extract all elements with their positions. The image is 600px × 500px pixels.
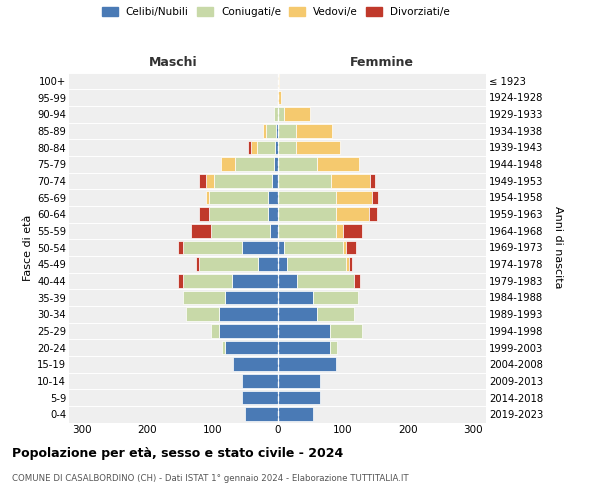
Bar [245, 408, 277, 421]
Bar [242, 240, 277, 254]
Bar [277, 224, 336, 237]
Bar [251, 140, 257, 154]
Text: COMUNE DI CASALBORDINO (CH) - Dati ISTAT 1° gennaio 2024 - Elaborazione TUTTITAL: COMUNE DI CASALBORDINO (CH) - Dati ISTAT… [12, 474, 409, 483]
Bar [317, 308, 355, 321]
Bar [277, 158, 317, 171]
Bar [277, 274, 297, 287]
Bar [277, 174, 331, 188]
Bar [266, 124, 276, 138]
Bar [226, 340, 277, 354]
Bar [199, 258, 258, 271]
Bar [372, 190, 379, 204]
Bar [178, 240, 183, 254]
Bar [277, 240, 284, 254]
Bar [369, 208, 377, 221]
Bar [268, 190, 277, 204]
Bar [274, 158, 277, 171]
Bar [277, 358, 336, 371]
Bar [370, 174, 375, 188]
Bar [276, 124, 277, 138]
Bar [209, 208, 268, 221]
Bar [258, 258, 277, 271]
Bar [349, 258, 352, 271]
Bar [329, 340, 337, 354]
Bar [277, 190, 336, 204]
Bar [346, 258, 349, 271]
Bar [219, 324, 277, 338]
Bar [287, 258, 346, 271]
Bar [211, 324, 219, 338]
Bar [196, 258, 199, 271]
Bar [248, 140, 251, 154]
Bar [277, 124, 296, 138]
Bar [343, 224, 362, 237]
Bar [211, 224, 269, 237]
Y-axis label: Anni di nascita: Anni di nascita [553, 206, 563, 288]
Bar [275, 140, 277, 154]
Bar [343, 240, 346, 254]
Bar [221, 158, 235, 171]
Text: Femmine: Femmine [350, 56, 414, 69]
Bar [277, 324, 329, 338]
Bar [277, 140, 296, 154]
Bar [277, 74, 279, 88]
Bar [233, 358, 277, 371]
Bar [199, 174, 206, 188]
Bar [329, 324, 362, 338]
Bar [186, 308, 219, 321]
Bar [297, 274, 355, 287]
Bar [277, 208, 336, 221]
Text: Maschi: Maschi [149, 56, 197, 69]
Bar [277, 108, 284, 121]
Bar [336, 208, 369, 221]
Bar [296, 124, 332, 138]
Bar [277, 374, 320, 388]
Bar [268, 208, 277, 221]
Bar [242, 374, 277, 388]
Bar [355, 274, 359, 287]
Bar [336, 224, 343, 237]
Bar [336, 190, 372, 204]
Bar [277, 258, 287, 271]
Bar [272, 174, 277, 188]
Bar [226, 290, 277, 304]
Bar [232, 274, 277, 287]
Bar [206, 174, 214, 188]
Bar [214, 174, 272, 188]
Bar [277, 340, 329, 354]
Bar [277, 290, 313, 304]
Bar [178, 274, 183, 287]
Bar [235, 158, 274, 171]
Bar [274, 108, 277, 121]
Bar [313, 290, 358, 304]
Bar [183, 274, 232, 287]
Bar [257, 140, 275, 154]
Legend: Celibi/Nubili, Coniugati/e, Vedovi/e, Divorziati/e: Celibi/Nubili, Coniugati/e, Vedovi/e, Di… [98, 2, 454, 21]
Bar [183, 240, 242, 254]
Bar [277, 308, 317, 321]
Bar [269, 224, 277, 237]
Bar [317, 158, 359, 171]
Bar [284, 108, 310, 121]
Bar [331, 174, 370, 188]
Bar [209, 190, 268, 204]
Bar [242, 390, 277, 404]
Bar [222, 340, 226, 354]
Bar [183, 290, 226, 304]
Bar [206, 190, 209, 204]
Bar [296, 140, 340, 154]
Y-axis label: Fasce di età: Fasce di età [23, 214, 33, 280]
Bar [263, 124, 266, 138]
Bar [199, 208, 209, 221]
Bar [219, 308, 277, 321]
Bar [284, 240, 343, 254]
Text: Popolazione per età, sesso e stato civile - 2024: Popolazione per età, sesso e stato civil… [12, 448, 343, 460]
Bar [346, 240, 356, 254]
Bar [277, 390, 320, 404]
Bar [277, 90, 281, 104]
Bar [277, 408, 313, 421]
Bar [191, 224, 211, 237]
